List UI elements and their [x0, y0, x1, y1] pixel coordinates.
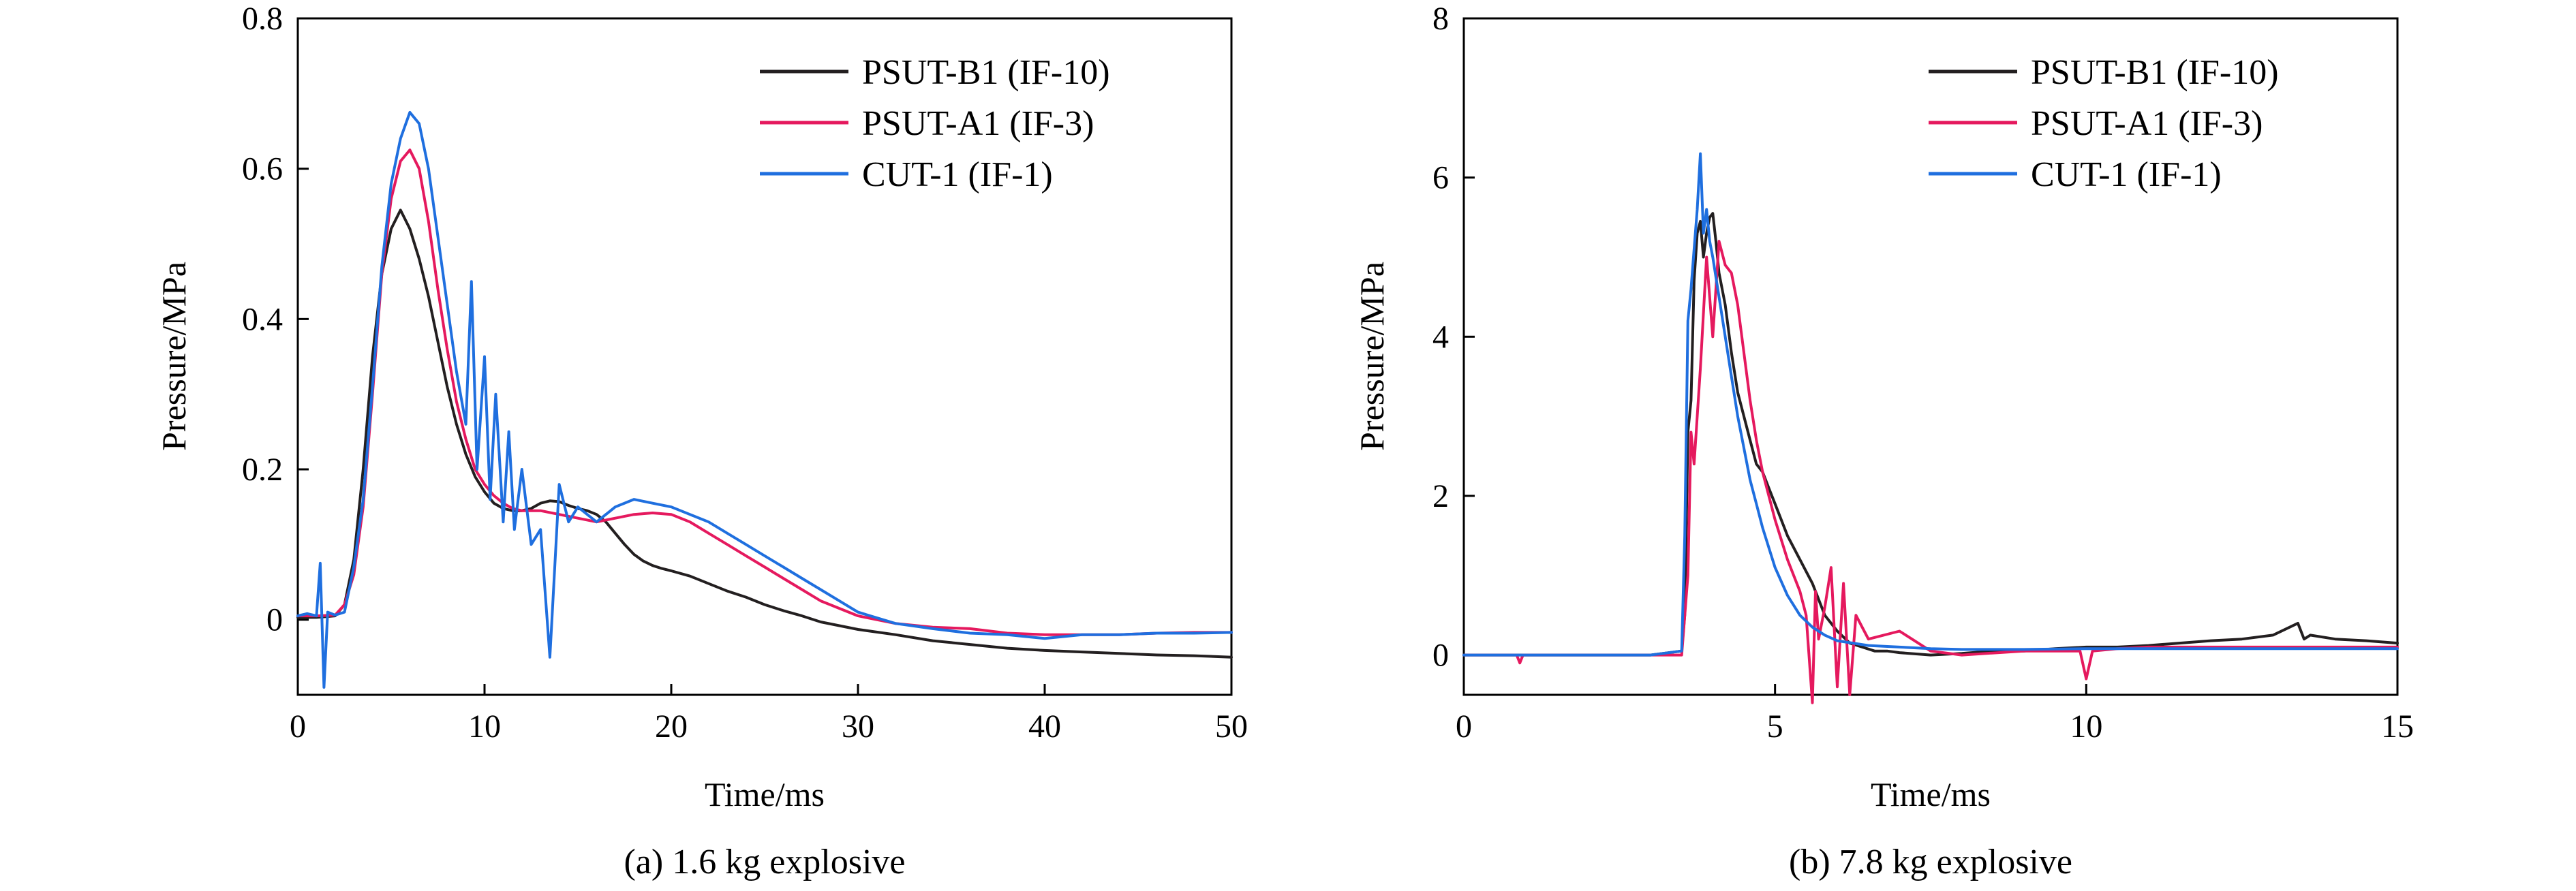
- chart-b-series: [1462, 152, 2399, 704]
- chart-b-frame: [1462, 17, 2399, 696]
- chart-a-xlabel: Time/ms: [705, 775, 825, 813]
- chart-a-xtick-label-5: 50: [1215, 708, 1248, 745]
- chart-b-xtick-label-2: 10: [2070, 708, 2102, 745]
- chart-a-xtick-label-0: 0: [290, 708, 306, 745]
- chart-a-ytick-label-1: 0.2: [242, 452, 283, 488]
- chart-a-ytick-label-4: 0.8: [242, 1, 283, 37]
- chart-b-ytick-label-3: 6: [1432, 160, 1449, 196]
- chart-b-series-line-2: [1462, 152, 2399, 657]
- chart-b-xtick-label-1: 5: [1767, 708, 1783, 745]
- chart-a-legend: PSUT-B1 (IF-10) PSUT-A1 (IF-3) CUT-1 (IF…: [760, 53, 1110, 194]
- chart-a-ylabel: Pressure/MPa: [155, 262, 193, 451]
- chart-a-series-line-2: [296, 110, 1233, 689]
- chart-b-ylabel: Pressure/MPa: [1353, 262, 1391, 451]
- legend-b-label-1: PSUT-A1 (IF-3): [2031, 104, 2263, 143]
- chart-a-grid-ticks: [296, 17, 1233, 695]
- chart-b-xtick-label-0: 0: [1456, 708, 1472, 745]
- chart-a-series: [296, 110, 1233, 689]
- chart-a-ytick-label-0: 0: [266, 602, 283, 638]
- chart-a-series-line-0: [296, 208, 1233, 659]
- chart-b-ytick-label-0: 0: [1432, 638, 1449, 674]
- chart-a-series-line-1: [296, 148, 1233, 636]
- legend-a-label-0: PSUT-B1 (IF-10): [862, 53, 1110, 92]
- chart-a-ytick-label-2: 0.4: [242, 301, 283, 337]
- chart-a-xtick-label-4: 40: [1028, 708, 1061, 745]
- chart-b-xlabel: Time/ms: [1871, 775, 1991, 813]
- legend-a-label-1: PSUT-A1 (IF-3): [862, 104, 1094, 143]
- chart-b-ytick-label-4: 8: [1432, 1, 1449, 37]
- chart-a-caption: (a) 1.6 kg explosive: [624, 843, 905, 881]
- chart-a-xtick-label-1: 10: [468, 708, 501, 745]
- chart-b: 0 5 10 15 0 2 4 6 8 PSUT-B1 (IF-10) PSUT-A1 (IF-…: [1353, 1, 2414, 881]
- legend-a-label-2: CUT-1 (IF-1): [862, 155, 1053, 194]
- chart-a: 0 10 20 30 40 50 0 0.2 0.4 0.6 0.8 PSUT-B1 (IF-10)…: [155, 1, 1248, 881]
- chart-b-series-line-1: [1462, 240, 2399, 704]
- chart-b-series-line-0: [1462, 212, 2399, 657]
- chart-a-xtick-label-2: 20: [655, 708, 688, 745]
- chart-a-frame: [296, 17, 1233, 696]
- chart-b-legend: PSUT-B1 (IF-10) PSUT-A1 (IF-3) CUT-1 (IF…: [1929, 53, 2279, 194]
- chart-b-ytick-label-2: 4: [1432, 319, 1449, 355]
- legend-b-label-0: PSUT-B1 (IF-10): [2031, 53, 2279, 92]
- chart-b-tick-labels: 0 5 10 15 0 2 4 6 8: [1432, 1, 2414, 745]
- chart-a-tick-labels: 0 10 20 30 40 50 0 0.2 0.4 0.6 0.8: [242, 1, 1248, 745]
- chart-b-caption: (b) 7.8 kg explosive: [1789, 843, 2072, 881]
- chart-b-xtick-label-3: 15: [2381, 708, 2414, 745]
- chart-a-ytick-label-3: 0.6: [242, 151, 283, 187]
- legend-b-label-2: CUT-1 (IF-1): [2031, 155, 2222, 194]
- chart-a-xtick-label-3: 30: [842, 708, 874, 745]
- chart-b-ytick-label-1: 2: [1432, 478, 1449, 514]
